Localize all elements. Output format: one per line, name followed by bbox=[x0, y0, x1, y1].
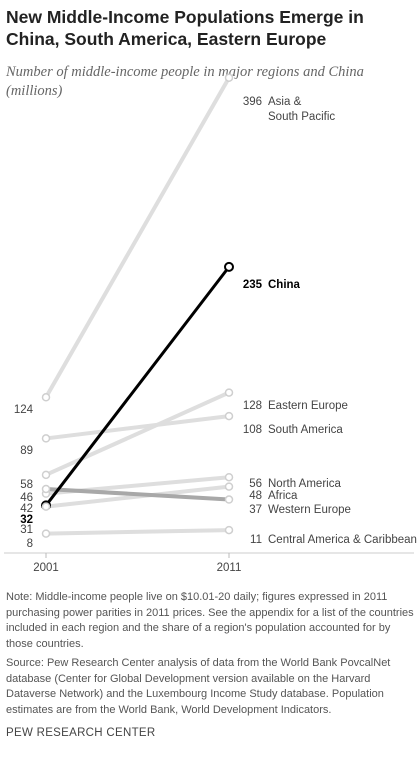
x-tick-label-2001: 2001 bbox=[33, 562, 59, 574]
right-value-label-central-america-caribbean: 11 bbox=[250, 534, 262, 546]
right-value-label-china: 235 bbox=[243, 279, 263, 291]
series-name-label-south-america: South America bbox=[268, 424, 343, 436]
point-central-america-caribbean-2001 bbox=[41, 529, 51, 538]
series-markers bbox=[41, 73, 234, 538]
series-name-label-north-america: North America bbox=[268, 478, 341, 490]
point-south-america-2001 bbox=[41, 434, 51, 443]
point-asia-south-pacific-2001 bbox=[41, 393, 51, 402]
left-value-label: 8 bbox=[27, 538, 33, 550]
left-value-label: 31 bbox=[20, 524, 33, 536]
right-value-label-north-america: 56 bbox=[249, 478, 262, 490]
right-value-label-eastern-europe: 128 bbox=[243, 400, 262, 412]
series-name-label-eastern-europe: Eastern Europe bbox=[268, 400, 348, 412]
point-north-america-2011 bbox=[224, 472, 234, 482]
chart-note: Note: Middle-income people live on $10.0… bbox=[6, 591, 414, 650]
point-eastern-europe-2001 bbox=[41, 470, 51, 480]
point-central-america-caribbean-2011 bbox=[224, 525, 234, 535]
chart-title: New Middle-Income Populations Emerge in … bbox=[6, 7, 364, 49]
left-value-label: 46 bbox=[20, 492, 33, 504]
x-axis: 2001 2011 bbox=[4, 552, 414, 574]
series-line-western-europe bbox=[44, 486, 231, 502]
x-tick-label-2011: 2011 bbox=[217, 562, 242, 574]
left-value-label: 124 bbox=[14, 404, 34, 416]
point-western-europe-2001 bbox=[41, 484, 51, 494]
series-line-asia-south-pacific bbox=[44, 75, 231, 400]
series-name-label-asia-south-pacific: Asia & bbox=[268, 96, 302, 108]
series-line-china bbox=[44, 265, 231, 507]
left-value-label: 42 bbox=[20, 503, 33, 515]
series-line-south-america bbox=[44, 414, 231, 441]
left-value-label: 89 bbox=[20, 445, 33, 457]
series-line-central-america-caribbean bbox=[44, 528, 231, 536]
series-name-label-africa: Africa bbox=[268, 490, 298, 502]
point-africa-2001 bbox=[41, 502, 51, 511]
point-china-2011 bbox=[224, 261, 234, 272]
left-value-label: 32 bbox=[20, 514, 33, 526]
right-value-label-africa: 48 bbox=[249, 490, 262, 502]
series-line-africa bbox=[44, 484, 231, 509]
point-africa-2011 bbox=[224, 482, 234, 491]
series-name-label-central-america-caribbean: Central America & Caribbean bbox=[268, 534, 417, 546]
point-south-america-2011 bbox=[224, 411, 234, 421]
chart-subtitle: Number of middle-income people in major … bbox=[6, 64, 364, 99]
series-line-eastern-europe bbox=[44, 390, 231, 477]
footer-credit: PEW RESEARCH CENTER bbox=[6, 727, 156, 739]
chart-source: Source: Pew Research Center analysis of … bbox=[6, 657, 391, 716]
series-name-label-western-europe: Western Europe bbox=[268, 504, 351, 516]
left-value-label: 58 bbox=[20, 479, 33, 491]
right-value-label-south-america: 108 bbox=[243, 424, 262, 436]
point-asia-south-pacific-2011 bbox=[224, 73, 234, 82]
series-lines bbox=[44, 75, 231, 536]
point-eastern-europe-2011 bbox=[224, 388, 234, 397]
series-name-label-china: China bbox=[268, 279, 301, 291]
point-western-europe-2011 bbox=[224, 495, 234, 504]
right-value-label-asia-south-pacific: 396 bbox=[243, 96, 262, 108]
right-value-label-western-europe: 37 bbox=[249, 504, 262, 516]
series-name-label-asia-south-pacific: South Pacific bbox=[268, 111, 335, 123]
